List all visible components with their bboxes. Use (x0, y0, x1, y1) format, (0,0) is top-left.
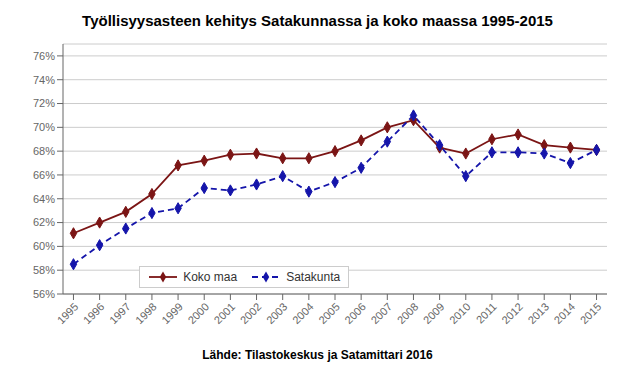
svg-text:2011: 2011 (474, 300, 499, 325)
svg-text:56%: 56% (33, 288, 55, 300)
svg-text:74%: 74% (33, 74, 55, 86)
svg-text:2001: 2001 (212, 300, 238, 326)
svg-text:2007: 2007 (368, 300, 394, 326)
svg-text:1998: 1998 (133, 300, 159, 326)
svg-text:2012: 2012 (499, 300, 525, 326)
svg-text:72%: 72% (33, 97, 55, 109)
svg-text:2015: 2015 (578, 300, 604, 326)
svg-text:2004: 2004 (290, 300, 316, 326)
svg-text:68%: 68% (33, 145, 55, 157)
svg-text:2014: 2014 (552, 300, 578, 326)
html-text:Lähde: Tilastokeskus ja Satami: Lähde: Tilastokeskus ja Satamittari 2016 (202, 348, 433, 362)
svg-text:62%: 62% (33, 216, 55, 228)
svg-text:2013: 2013 (525, 300, 551, 326)
svg-text:58%: 58% (33, 264, 55, 276)
html-text:Koko maa: Koko maa (183, 270, 238, 284)
svg-text:76%: 76% (33, 50, 55, 62)
svg-text:2008: 2008 (395, 300, 421, 326)
svg-text:64%: 64% (33, 193, 55, 205)
html-text:Satakunta: Satakunta (286, 270, 341, 284)
svg-text:66%: 66% (33, 169, 55, 181)
svg-text:2002: 2002 (238, 300, 264, 326)
svg-text:1999: 1999 (159, 300, 185, 326)
svg-text:2005: 2005 (316, 300, 342, 326)
svg-text:1996: 1996 (81, 300, 107, 326)
svg-text:2003: 2003 (264, 300, 290, 326)
svg-text:1995: 1995 (55, 300, 81, 326)
svg-text:2009: 2009 (421, 300, 447, 326)
svg-text:2000: 2000 (185, 300, 211, 326)
svg-text:1997: 1997 (107, 300, 133, 326)
svg-text:2010: 2010 (447, 300, 473, 326)
svg-text:2006: 2006 (342, 300, 368, 326)
html-text:Työllisyysasteen kehitys Satak: Työllisyysasteen kehitys Satakunnassa ja… (82, 12, 553, 29)
svg-text:60%: 60% (33, 240, 55, 252)
svg-text:70%: 70% (33, 121, 55, 133)
